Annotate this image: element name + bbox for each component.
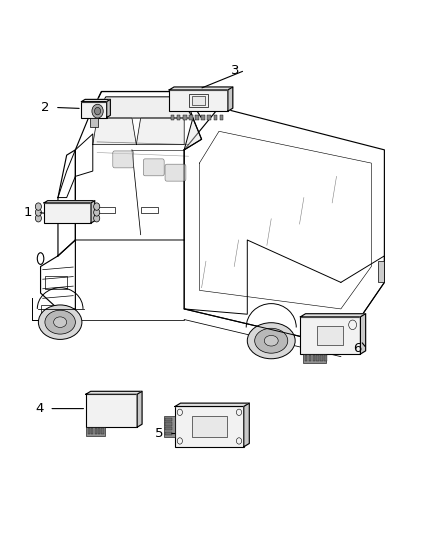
Bar <box>313 355 315 361</box>
Bar <box>44 203 91 223</box>
Bar <box>166 432 172 435</box>
Bar <box>88 428 90 434</box>
Bar <box>183 115 187 119</box>
Polygon shape <box>136 118 184 144</box>
Bar <box>303 354 326 363</box>
Bar <box>192 416 227 437</box>
Bar <box>90 117 98 126</box>
Circle shape <box>35 209 42 216</box>
Bar <box>175 407 244 447</box>
Polygon shape <box>137 391 142 427</box>
FancyBboxPatch shape <box>143 159 164 176</box>
Ellipse shape <box>254 328 288 353</box>
Text: 1: 1 <box>23 206 32 219</box>
Bar <box>86 427 106 435</box>
Polygon shape <box>44 200 95 203</box>
Bar <box>317 355 319 361</box>
Polygon shape <box>93 118 136 144</box>
Polygon shape <box>184 118 201 150</box>
Bar <box>318 326 343 345</box>
Text: 5: 5 <box>155 427 163 440</box>
Circle shape <box>94 209 100 216</box>
Bar <box>97 207 115 214</box>
Bar <box>141 207 158 214</box>
Text: 4: 4 <box>35 402 44 415</box>
Ellipse shape <box>264 335 278 346</box>
Bar <box>166 427 172 430</box>
Bar <box>214 115 217 119</box>
Bar <box>102 428 104 434</box>
Ellipse shape <box>39 305 82 340</box>
Ellipse shape <box>45 310 75 334</box>
Polygon shape <box>93 97 193 118</box>
Bar <box>164 416 175 437</box>
Circle shape <box>94 215 100 222</box>
Polygon shape <box>91 200 95 223</box>
Ellipse shape <box>247 322 295 359</box>
Text: 3: 3 <box>231 64 240 77</box>
Bar <box>219 115 223 119</box>
Polygon shape <box>86 391 142 394</box>
Bar <box>169 90 228 111</box>
Bar <box>208 115 211 119</box>
Bar <box>86 394 137 427</box>
Bar <box>201 115 205 119</box>
FancyBboxPatch shape <box>113 151 134 168</box>
Polygon shape <box>175 403 249 407</box>
Polygon shape <box>169 87 233 90</box>
Bar <box>192 96 205 105</box>
Circle shape <box>94 203 100 211</box>
Bar <box>195 115 199 119</box>
Bar <box>309 355 311 361</box>
Bar <box>81 102 107 117</box>
Bar <box>378 261 385 282</box>
Bar <box>166 422 172 425</box>
Bar <box>171 115 174 119</box>
Circle shape <box>35 215 42 222</box>
Bar <box>189 94 208 108</box>
Polygon shape <box>360 314 366 354</box>
Bar <box>45 276 67 289</box>
Circle shape <box>35 203 42 211</box>
Bar <box>91 428 93 434</box>
Bar <box>321 355 323 361</box>
Bar <box>166 418 172 421</box>
Circle shape <box>92 104 103 118</box>
Bar <box>300 317 360 354</box>
Bar <box>98 428 100 434</box>
Ellipse shape <box>53 317 67 327</box>
Polygon shape <box>228 87 233 111</box>
Polygon shape <box>300 314 366 317</box>
Bar <box>189 115 193 119</box>
Text: 6: 6 <box>353 342 361 355</box>
Text: 2: 2 <box>41 101 49 114</box>
Circle shape <box>95 108 101 115</box>
FancyBboxPatch shape <box>165 164 186 181</box>
Bar <box>95 428 97 434</box>
Polygon shape <box>81 99 110 102</box>
Bar <box>324 355 327 361</box>
Bar <box>177 115 180 119</box>
Bar <box>41 305 62 317</box>
Polygon shape <box>244 403 249 447</box>
Bar <box>305 355 307 361</box>
Polygon shape <box>107 99 110 117</box>
